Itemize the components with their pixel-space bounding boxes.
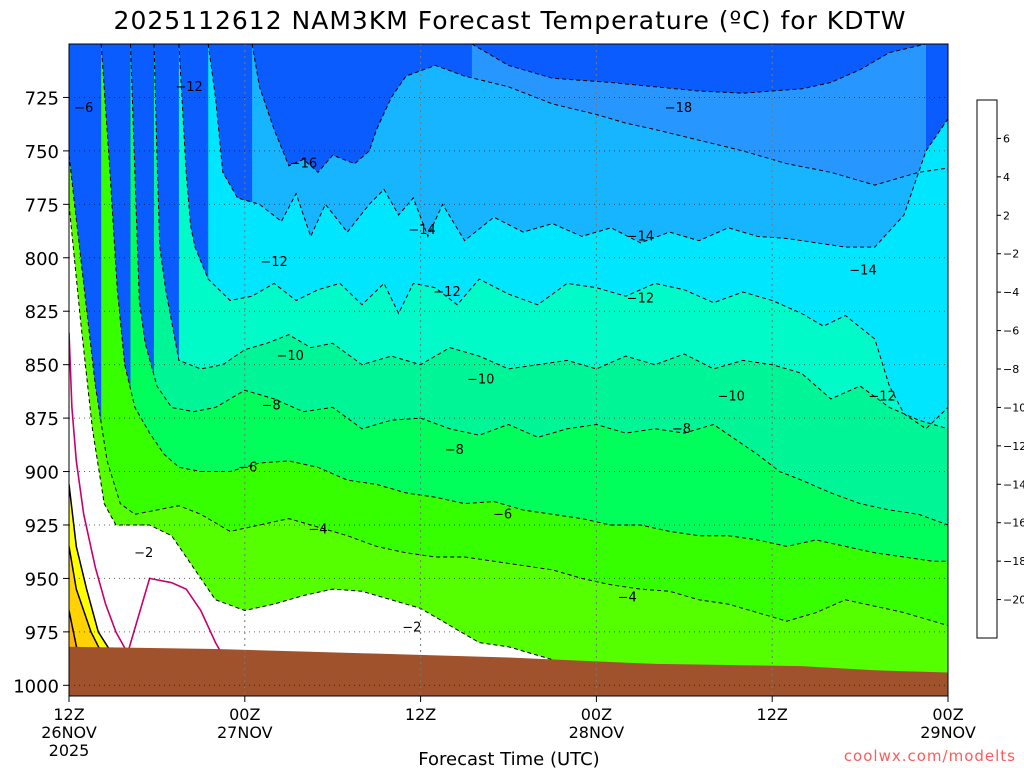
x-tick-date: 27NOV [217, 723, 273, 742]
x-tick-label: 00Z [229, 705, 260, 724]
y-tick-label: 775 [25, 195, 59, 216]
colorbar-label: −12 [1003, 440, 1024, 453]
isotherm-line [130, 44, 948, 526]
contour-label: −18 [665, 101, 692, 116]
band-fill [69, 204, 948, 696]
contour-label: −10 [467, 373, 494, 388]
x-tick-label: 00Z [932, 705, 963, 724]
isotherm-line [153, 44, 948, 430]
y-tick-label: 850 [25, 356, 59, 377]
y-tick-label: 975 [25, 623, 59, 644]
chart-title: 2025112612 NAM3KM Forecast Temperature (… [114, 6, 907, 35]
contour-label: −8 [672, 422, 691, 437]
contour-label: −12 [175, 80, 202, 95]
contour-label: −12 [868, 390, 895, 405]
isotherm-line [251, 44, 948, 186]
x-tick-label: 12Z [405, 705, 436, 724]
contour-label: −2 [402, 621, 421, 636]
colorbar-label: −14 [1003, 478, 1024, 491]
plot-frame [68, 43, 949, 697]
y-tick-label: 1000 [13, 676, 59, 697]
colorbar-label: −18 [1003, 555, 1024, 568]
y-tick-label: 750 [25, 142, 59, 163]
colorbar-label: −10 [1003, 401, 1024, 414]
band-fill [69, 155, 948, 696]
isotherm-line [471, 44, 927, 94]
x-tick-label: 12Z [53, 705, 84, 724]
colorbar-label: −6 [1003, 325, 1019, 338]
x-tick-date: 28NOV [569, 723, 625, 742]
contour-label: −14 [849, 264, 876, 279]
x-tick-year: 2025 [49, 741, 90, 760]
isotherm-line [207, 44, 948, 248]
x-tick-label: 00Z [581, 705, 612, 724]
contour-label: −12 [627, 291, 654, 306]
colorbar-label: −16 [1003, 517, 1024, 530]
colorbar-label: −8 [1003, 363, 1019, 376]
y-tick-label: 950 [25, 569, 59, 590]
contour-label: −4 [308, 522, 327, 537]
x-tick-label: 12Z [757, 705, 788, 724]
contour-label: −10 [717, 390, 744, 405]
colorbar-label: −2 [1003, 248, 1019, 261]
colorbar-frame [976, 99, 998, 639]
contour-label: −8 [262, 398, 281, 413]
contour-label: −6 [238, 460, 257, 475]
isotherm-line [178, 44, 948, 430]
x-axis-label: Forecast Time (UTC) [418, 749, 599, 768]
y-tick-label: 800 [25, 249, 59, 270]
y-tick-label: 875 [25, 409, 59, 430]
contour-label: −10 [276, 349, 303, 364]
colorbar-label: 6 [1003, 132, 1010, 145]
colorbar-label: 4 [1003, 171, 1010, 184]
contour-label: −2 [134, 546, 153, 561]
contour-label: −16 [290, 157, 317, 172]
y-tick-label: 925 [25, 516, 59, 537]
isotherm-line [69, 155, 948, 626]
contour-label: −8 [445, 443, 464, 458]
colorbar: −20 −18 −16 −14 −12 −10 −8 −6 −4 −2 2 4 6 [976, 99, 1024, 639]
contour-label: −6 [493, 507, 512, 522]
axes: 725 750 775 800 825 850 875 900 925 950 975 1000 12Z… [13, 43, 976, 760]
y-tick-label: 825 [25, 302, 59, 323]
x-tick-date: 26NOV [41, 723, 97, 742]
filled-contours: −6 −12 −16 −18 −14 −14 −14 −12 −12 −12 −12 −10 −10 −1… [69, 44, 948, 696]
y-tick-label: 900 [25, 463, 59, 484]
x-tick-date: 29NOV [920, 723, 976, 742]
contour-label: −14 [408, 223, 435, 238]
contour-label: −14 [627, 229, 654, 244]
colorbar-label: −4 [1003, 286, 1019, 299]
contour-label: −6 [74, 101, 93, 116]
contour-label: −12 [433, 285, 460, 300]
credit-text: coolwx.com/modelts [844, 747, 1016, 765]
contour-label: −4 [618, 591, 637, 606]
terrain [69, 646, 948, 696]
colorbar-label: −20 [1003, 594, 1024, 607]
contour-label: −12 [260, 255, 287, 270]
y-tick-label: 725 [25, 88, 59, 109]
plot-area: −6 −12 −16 −18 −14 −14 −14 −12 −12 −12 −12 −10 −10 −1… [69, 44, 948, 696]
colorbar-label: 2 [1003, 209, 1010, 222]
